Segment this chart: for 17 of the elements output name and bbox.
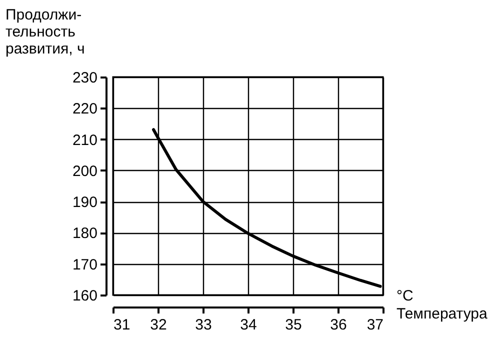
y-tick-label: 210 [72, 132, 98, 149]
y-tick-label: 220 [72, 100, 98, 118]
x-tick-label: 36 [330, 316, 347, 334]
y-tick-label: 160 [72, 288, 98, 304]
y-tick-label: 230 [72, 70, 98, 86]
x-tick-label: 33 [195, 316, 212, 334]
y-axis-title: Продолжи- тельность развития, ч [6, 6, 85, 58]
x-tick-label: 35 [285, 316, 302, 334]
y-tick-label: 180 [72, 225, 98, 242]
x-tick-label: 37 [366, 316, 384, 334]
y-tick-label: 200 [72, 162, 98, 180]
x-tick-label: 31 [114, 316, 130, 334]
x-axis-title: °C Температура [396, 288, 488, 322]
x-tick-label: 32 [150, 316, 167, 334]
y-tick-label: 170 [72, 256, 98, 274]
y-tick-label: 190 [72, 194, 98, 212]
x-tick-label: 34 [240, 316, 257, 334]
